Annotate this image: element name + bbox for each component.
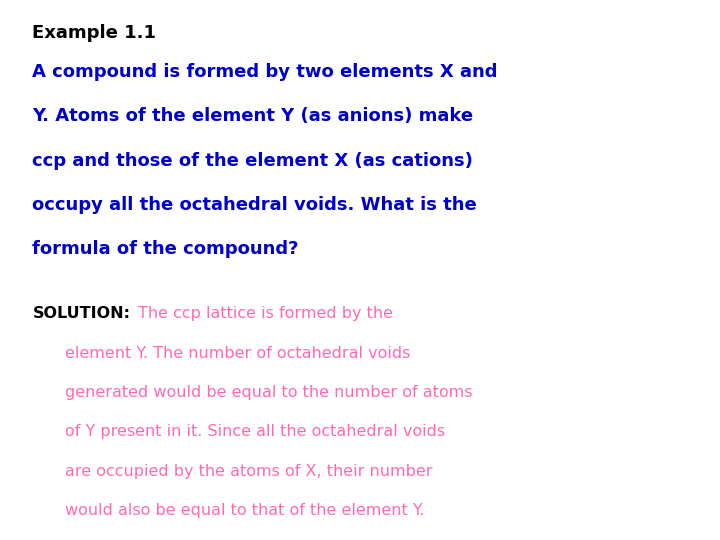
Text: element Y. The number of octahedral voids: element Y. The number of octahedral void… [65, 346, 410, 361]
Text: of Y present in it. Since all the octahedral voids: of Y present in it. Since all the octahe… [65, 424, 445, 440]
Text: A compound is formed by two elements X and: A compound is formed by two elements X a… [32, 63, 498, 81]
Text: formula of the compound?: formula of the compound? [32, 240, 299, 258]
Text: SOLUTION:: SOLUTION: [32, 306, 130, 321]
Text: are occupied by the atoms of X, their number: are occupied by the atoms of X, their nu… [65, 464, 432, 479]
Text: would also be equal to that of the element Y.: would also be equal to that of the eleme… [65, 503, 424, 518]
Text: Example 1.1: Example 1.1 [32, 24, 156, 42]
Text: generated would be equal to the number of atoms: generated would be equal to the number o… [65, 385, 472, 400]
Text: ccp and those of the element X (as cations): ccp and those of the element X (as catio… [32, 152, 473, 170]
Text: Y. Atoms of the element Y (as anions) make: Y. Atoms of the element Y (as anions) ma… [32, 107, 474, 125]
Text: occupy all the octahedral voids. What is the: occupy all the octahedral voids. What is… [32, 196, 477, 214]
Text: The ccp lattice is formed by the: The ccp lattice is formed by the [138, 306, 393, 321]
